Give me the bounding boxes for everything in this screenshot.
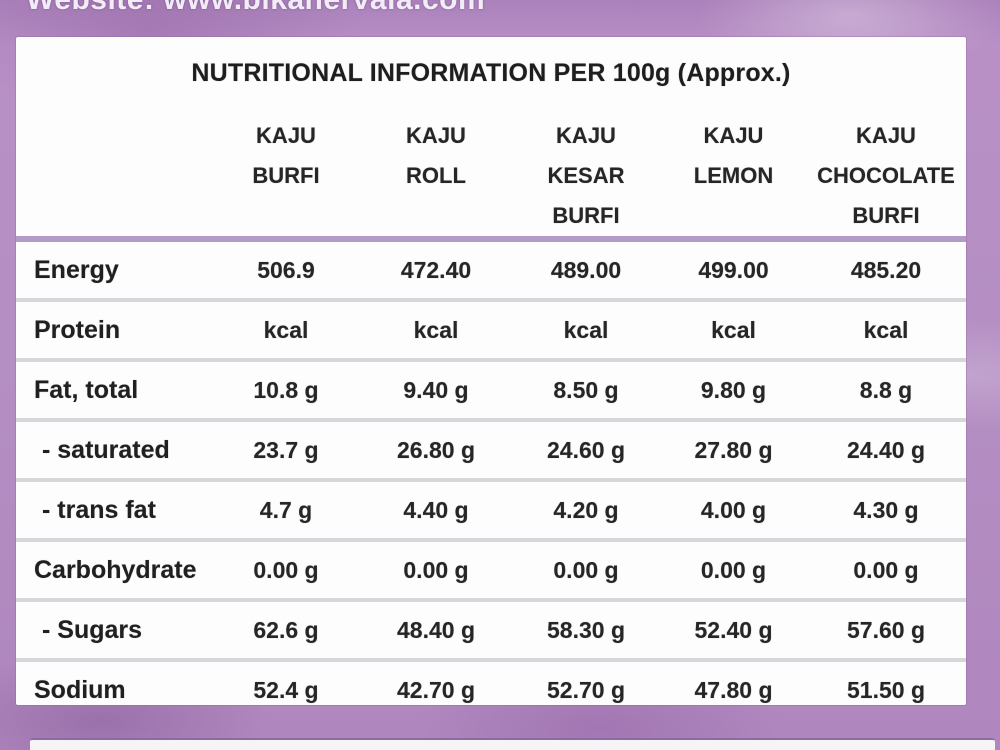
website-text: Website: www.bikanervala.com bbox=[26, 0, 726, 15]
cell-value: 58.30 g bbox=[547, 616, 625, 643]
cell-value: 0.00 g bbox=[553, 556, 619, 583]
website-banner: Website: www.bikanervala.com bbox=[26, 0, 726, 15]
cell-value: 4.00 g bbox=[700, 496, 767, 523]
cell-value: 23.7 g bbox=[253, 436, 319, 463]
table-row-saturated: - saturated 23.7 g 26.80 g 24.60 g 27.80… bbox=[16, 422, 966, 482]
row-label: - trans fat bbox=[42, 495, 156, 524]
cell-value: 499.00 bbox=[698, 256, 769, 283]
row-label: Fat, total bbox=[34, 375, 139, 404]
cell-value: kcal bbox=[711, 316, 756, 343]
cell-value: 472.40 bbox=[400, 256, 472, 283]
cell-value: 57.60 g bbox=[847, 616, 925, 643]
cell-value: 27.80 g bbox=[694, 436, 773, 463]
table-row-trans-fat: - trans fat 4.7 g 4.40 g 4.20 g 4.00 g 4… bbox=[16, 482, 966, 542]
cell-value: 47.80 g bbox=[694, 676, 773, 703]
cell-value: 24.40 g bbox=[847, 436, 925, 463]
column-header-kaju-roll: KAJU ROLL bbox=[406, 123, 466, 188]
cell-value: kcal bbox=[413, 316, 459, 343]
row-label: Protein bbox=[34, 315, 121, 344]
cell-value: 62.6 g bbox=[253, 616, 319, 643]
row-label: - saturated bbox=[42, 435, 170, 464]
cell-value: kcal bbox=[263, 316, 309, 343]
cell-value: 4.20 g bbox=[553, 496, 619, 523]
row-label: - Sugars bbox=[42, 615, 143, 644]
table-row-sugars: - Sugars 62.6 g 48.40 g 58.30 g 52.40 g … bbox=[16, 602, 966, 662]
table-row-fat-total: Fat, total 10.8 g 9.40 g 8.50 g 9.80 g 8… bbox=[16, 362, 966, 422]
cell-value: 0.00 g bbox=[853, 556, 919, 583]
column-header-kaju-kesar-burfi: KAJU KESAR BURFI bbox=[547, 123, 625, 228]
cell-value: 506.9 bbox=[257, 256, 315, 283]
cell-value: kcal bbox=[563, 316, 609, 343]
column-header-kaju-lemon: KAJU LEMON bbox=[693, 123, 774, 188]
cell-value: 9.80 g bbox=[700, 376, 767, 403]
cell-value: 0.00 g bbox=[700, 556, 767, 583]
cell-value: 0.00 g bbox=[403, 556, 469, 583]
cell-value: 8.8 g bbox=[859, 376, 913, 403]
cell-value: 0.00 g bbox=[253, 556, 319, 583]
cell-value: 24.60 g bbox=[547, 436, 625, 463]
cell-value: 51.50 g bbox=[847, 676, 925, 703]
cell-value: 26.80 g bbox=[397, 436, 475, 463]
cell-value: kcal bbox=[863, 316, 909, 343]
cell-value: 489.00 bbox=[550, 256, 622, 283]
cell-value: 4.7 g bbox=[259, 496, 313, 523]
cell-value: 485.20 bbox=[850, 256, 922, 283]
table-title: NUTRITIONAL INFORMATION PER 100g (Approx… bbox=[191, 59, 791, 87]
table-row-sodium: Sodium 52.4 g 42.70 g 52.70 g 47.80 g 51… bbox=[16, 662, 966, 718]
table-row-carbohydrate: Carbohydrate 0.00 g 0.00 g 0.00 g 0.00 g… bbox=[16, 542, 966, 602]
cell-value: 4.30 g bbox=[853, 496, 919, 523]
row-label: Carbohydrate bbox=[34, 555, 197, 584]
row-label: Energy bbox=[34, 255, 119, 284]
column-header-row: KAJU BURFI KAJU ROLL KAJU KESAR BURFI KA… bbox=[16, 116, 966, 242]
cell-value: 48.40 g bbox=[397, 616, 475, 643]
bottom-panel-edge bbox=[30, 738, 995, 750]
cell-value: 52.4 g bbox=[253, 676, 319, 703]
table-row-energy: Energy 506.9 472.40 489.00 499.00 485.20 bbox=[16, 242, 966, 302]
cell-value: 52.70 g bbox=[547, 676, 625, 703]
column-header-kaju-burfi: KAJU BURFI bbox=[252, 123, 320, 188]
cell-value: 42.70 g bbox=[397, 676, 475, 703]
row-label: Sodium bbox=[34, 675, 126, 704]
cell-value: 9.40 g bbox=[403, 376, 469, 403]
cell-value: 10.8 g bbox=[253, 376, 319, 403]
cell-value: 52.40 g bbox=[694, 616, 773, 643]
cell-value: 4.40 g bbox=[403, 496, 469, 523]
table-row-protein: Protein kcal kcal kcal kcal kcal bbox=[16, 302, 966, 362]
cell-value: 8.50 g bbox=[553, 376, 619, 403]
nutrition-panel: NUTRITIONAL INFORMATION PER 100g (Approx… bbox=[16, 37, 966, 705]
column-header-kaju-chocolate-burfi: KAJU CHOCOLATE BURFI bbox=[817, 123, 955, 228]
